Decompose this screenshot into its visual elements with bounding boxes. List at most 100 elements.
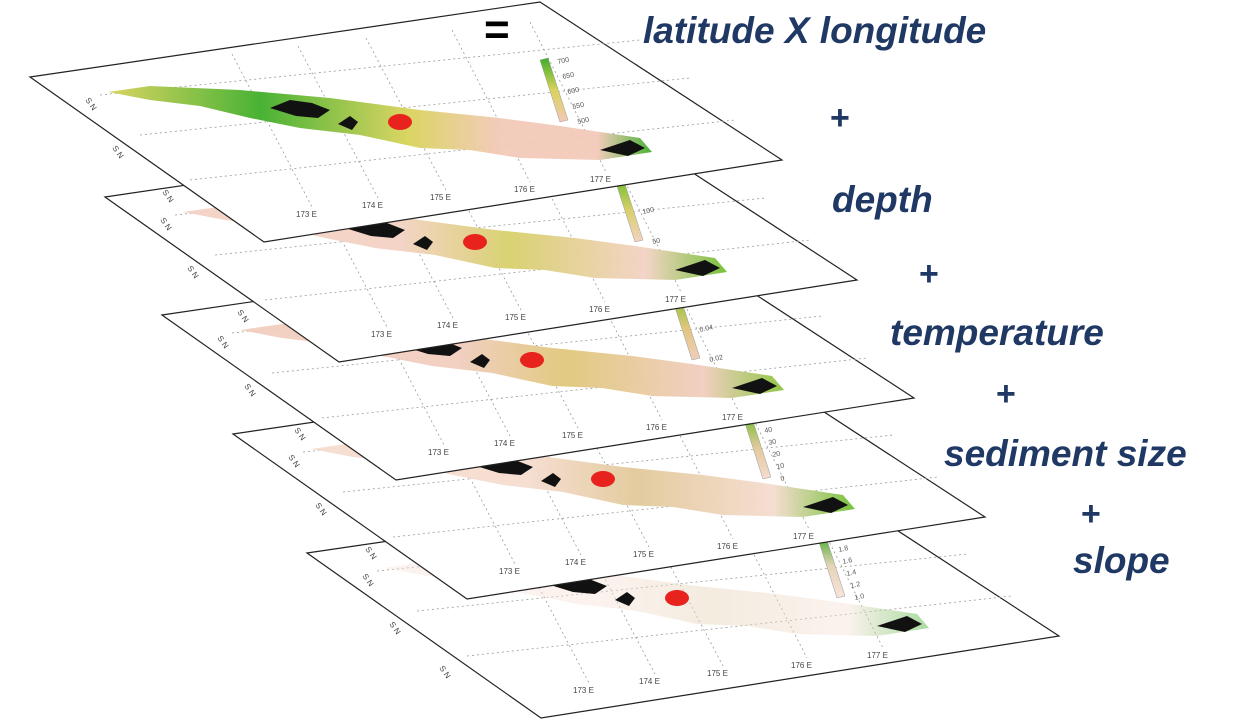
graticule-latitude [321, 357, 868, 419]
longitude-tick-label: 175 E [505, 313, 526, 322]
longitude-tick-label: 175 E [633, 550, 654, 559]
graticule-latitude [271, 315, 823, 374]
colorbar-tick-label: 550 [572, 102, 585, 111]
graticule-latitude [99, 39, 641, 96]
graticule-longitude [231, 53, 313, 208]
colorbar-tick-label: 1.8 [838, 545, 849, 554]
longitude-tick-label: 173 E [428, 448, 449, 457]
longitude-tick-label: 174 E [437, 321, 458, 330]
equals-sign: = [484, 5, 510, 54]
land-mass [338, 116, 358, 130]
label-sediment-size: sediment size [944, 433, 1187, 474]
graticule-longitude [451, 29, 531, 183]
land-mass [877, 616, 922, 632]
colorbar-tick-label: 0.02 [709, 354, 724, 364]
colorbar-tick-label: 1.0 [854, 593, 865, 602]
land-mass [541, 473, 561, 487]
graticule-longitude [434, 410, 516, 565]
sample-location-marker [520, 352, 544, 368]
land-mass [803, 497, 848, 513]
label-latitude-longitude: latitude X longitude [643, 10, 987, 51]
graticule-latitude [139, 77, 691, 136]
land-mass [675, 260, 720, 276]
land-mass [615, 592, 635, 606]
label-depth: depth [832, 179, 933, 220]
longitude-tick-label: 176 E [646, 423, 667, 432]
colorbar-tick-label: 20 [772, 450, 781, 458]
colorbar-tick-label: 10 [776, 462, 785, 470]
colorbar-tick-label: 650 [562, 72, 575, 81]
land-mass [413, 236, 433, 250]
longitude-tick-label: 173 E [499, 567, 520, 576]
graticule-latitude [214, 197, 766, 256]
longitude-tick-label: 175 E [707, 669, 728, 678]
plus-sign-2: + [919, 255, 939, 293]
label-temperature: temperature [890, 312, 1104, 353]
graticule-longitude [728, 505, 808, 659]
sample-location-marker [665, 590, 689, 606]
colorbar-tick-label: 1.4 [846, 569, 857, 578]
colorbar [539, 57, 569, 123]
colorbar-tick-label: 0.04 [699, 324, 714, 334]
graticule-latitude [189, 119, 736, 181]
graticule-longitude [508, 529, 590, 684]
latitude-tick-label: S N [185, 264, 200, 280]
colorbar-tick-label: 100 [642, 207, 655, 216]
sample-location-marker [463, 234, 487, 250]
label-slope: slope [1073, 540, 1170, 581]
graticule-latitude [342, 434, 894, 493]
graticule-latitude [466, 595, 1013, 657]
longitude-tick-label: 177 E [793, 532, 814, 541]
longitude-tick-label: 177 E [722, 413, 743, 422]
colorbar-tick-label: 700 [557, 57, 570, 66]
graticule-longitude [306, 173, 388, 328]
land-mass [270, 100, 330, 118]
graticule-longitude [526, 149, 606, 303]
graticule-longitude [583, 267, 663, 421]
colorbar-tick-label: 1.2 [850, 581, 861, 590]
latitude-tick-label: S N [242, 382, 257, 398]
colorbar-tick-label: 600 [567, 87, 580, 96]
sample-location-marker [591, 471, 615, 487]
plus-sign-4: + [1081, 495, 1101, 533]
longitude-tick-label: 177 E [867, 651, 888, 660]
colorbar-tick-label: 30 [768, 438, 777, 446]
colorbar-tick-label: 1.6 [842, 557, 853, 566]
colorbar-tick-label: 50 [652, 237, 661, 245]
longitude-tick-label: 177 E [590, 175, 611, 184]
longitude-tick-label: 176 E [589, 305, 610, 314]
longitude-tick-label: 175 E [562, 431, 583, 440]
longitude-tick-label: 175 E [430, 193, 451, 202]
longitude-tick-label: 174 E [494, 439, 515, 448]
plus-sign-3: + [996, 375, 1016, 413]
longitude-tick-label: 173 E [371, 330, 392, 339]
graticule-latitude [264, 239, 811, 301]
graticule-longitude [654, 386, 734, 540]
graticule-longitude [363, 291, 445, 446]
latitude-tick-label: S N [313, 501, 328, 517]
colorbar-tick-label: 500 [577, 117, 590, 126]
land-mass [470, 354, 490, 368]
land-mass [732, 378, 777, 394]
colorbar-tick-label: 40 [764, 426, 773, 434]
longitude-tick-label: 176 E [791, 661, 812, 670]
graticule-latitude [416, 553, 968, 612]
plus-sign-1: + [830, 99, 850, 137]
longitude-tick-label: 173 E [296, 210, 317, 219]
sample-location-marker [388, 114, 412, 130]
graticule-latitude [392, 476, 939, 538]
land-mass [600, 140, 645, 156]
longitude-tick-label: 173 E [573, 686, 594, 695]
latitude-tick-label: S N [387, 620, 402, 636]
longitude-tick-label: 174 E [639, 677, 660, 686]
longitude-tick-label: 174 E [362, 201, 383, 210]
longitude-tick-label: 176 E [717, 542, 738, 551]
longitude-tick-label: 174 E [565, 558, 586, 567]
shelf-region [108, 86, 652, 160]
colorbar-tick-label: 0 [780, 475, 785, 483]
latitude-tick-label: S N [437, 664, 452, 680]
longitude-tick-label: 177 E [665, 295, 686, 304]
